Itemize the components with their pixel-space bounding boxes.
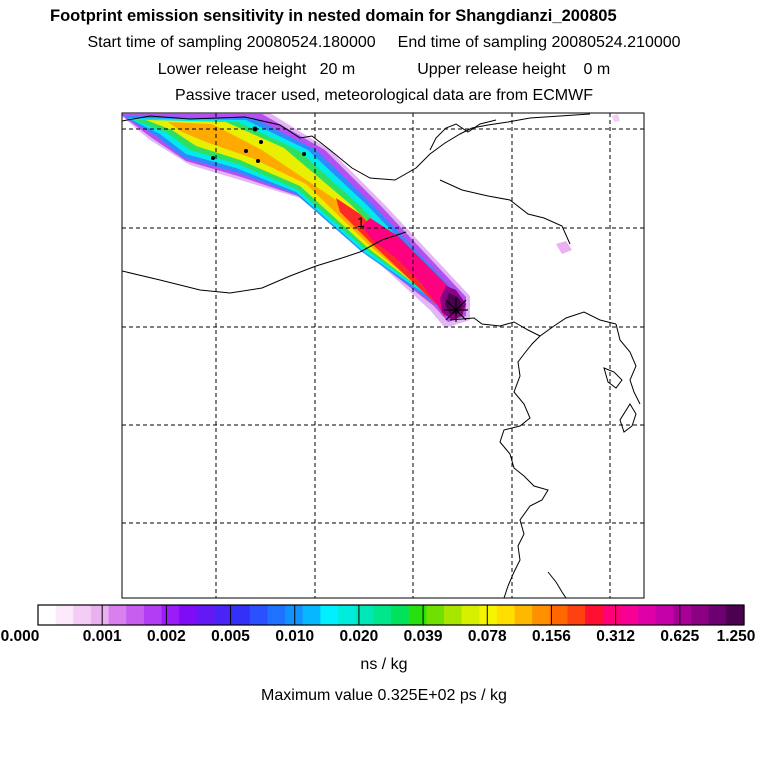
lower-release-label: Lower release height 20 m	[157, 61, 356, 78]
release-height-row: Lower release height 20 m Upper release h…	[0, 61, 768, 79]
upper-release-label: Upper release height 0 m	[417, 61, 611, 78]
coast-line	[619, 403, 637, 433]
colorbar-tick-label: 1.250	[716, 628, 756, 645]
tracer-info-label: Passive tracer used, meteorological data…	[175, 87, 593, 104]
city-dot	[256, 159, 260, 163]
coast-line	[615, 323, 641, 405]
end-time-label: End time of sampling 20080524.210000	[397, 34, 681, 51]
coastline	[122, 113, 641, 598]
coast-line	[449, 311, 617, 337]
colorbar-tick-label: 0.005	[211, 628, 250, 645]
city-dot	[259, 140, 263, 144]
plume-marker-label: 1	[357, 214, 365, 230]
colorbar-tick-label: 0.000	[0, 628, 40, 645]
city-dot	[252, 126, 258, 132]
border-line	[122, 113, 591, 181]
coast-line	[499, 335, 549, 598]
city-dot	[302, 152, 306, 156]
colorbar-tick-label: 0.625	[660, 628, 700, 645]
plume-layer-purple	[122, 114, 466, 322]
start-time-label: Start time of sampling 20080524.180000	[87, 34, 376, 51]
plume-spot	[556, 241, 572, 254]
city-dot	[244, 149, 248, 153]
colorbar-tick-label: 0.020	[339, 628, 379, 645]
footprint-plume	[122, 113, 620, 328]
colorbar-tick-label: 0.156	[532, 628, 571, 645]
colorbar-tick-label: 0.001	[82, 628, 122, 645]
colorbar-tick-label: 0.312	[596, 628, 636, 645]
map-grid	[122, 113, 644, 598]
plume-layer-magenta	[362, 218, 462, 316]
coast-line	[603, 367, 623, 389]
plume-core	[445, 293, 463, 314]
max-value-label: Maximum value 0.325E+02 ps / kg	[261, 687, 507, 704]
coast-line	[547, 571, 567, 598]
sampling-time-row: Start time of sampling 20080524.180000 En…	[0, 34, 768, 52]
border-line	[122, 231, 407, 294]
plume-spot	[612, 114, 620, 122]
border-line	[439, 179, 571, 245]
colorbar-tick-label: 0.039	[403, 628, 443, 645]
colorbar-tick-label: 0.002	[146, 628, 186, 645]
colorbar-tick-label: 0.078	[467, 628, 507, 645]
colorbar-tick-label: 0.010	[275, 628, 315, 645]
city-markers	[211, 126, 306, 163]
map-frame	[121, 112, 645, 599]
colorbar-unit-label: ns / kg	[360, 656, 408, 673]
border-line	[429, 119, 497, 151]
receptor-marker	[444, 298, 468, 322]
city-dot	[211, 156, 215, 160]
chart-title: Footprint emission sensitivity in nested…	[50, 7, 617, 25]
